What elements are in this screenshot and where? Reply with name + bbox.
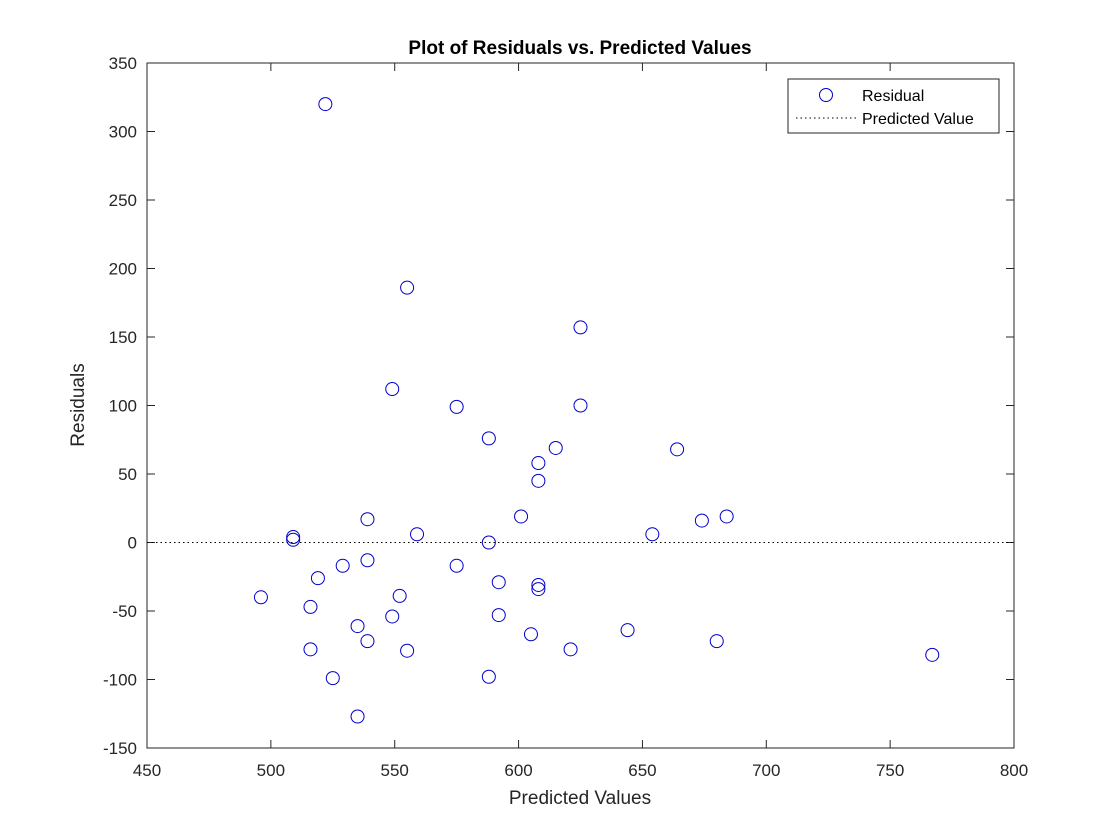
residual-point <box>360 512 375 527</box>
residual-point <box>491 575 506 590</box>
residual-point <box>253 590 268 605</box>
residual-point <box>709 634 724 649</box>
y-tick-label: 100 <box>109 397 137 416</box>
residual-point <box>350 619 365 634</box>
residual-point <box>531 577 546 592</box>
x-tick-label: 650 <box>628 761 656 780</box>
residual-point <box>523 627 538 642</box>
x-tick-label: 750 <box>876 761 904 780</box>
residual-point <box>360 634 375 649</box>
residual-point <box>360 553 375 568</box>
residual-point <box>573 398 588 413</box>
y-axis-ticks: -150 -100 -50 0 50 100 150 200 250 300 350 <box>103 54 1014 758</box>
residual-point <box>400 643 415 658</box>
residual-point <box>449 399 464 414</box>
residual-point <box>286 532 301 547</box>
residual-point <box>620 623 635 638</box>
residual-point <box>392 588 407 603</box>
residual-point <box>318 97 333 112</box>
residual-point <box>481 535 496 550</box>
x-axis-ticks: 450 500 550 600 650 700 750 800 <box>133 63 1028 780</box>
chart-title: Plot of Residuals vs. Predicted Values <box>408 38 751 59</box>
x-tick-label: 700 <box>752 761 780 780</box>
residual-point <box>303 599 318 614</box>
residual-point <box>385 382 400 397</box>
y-tick-label: -100 <box>103 671 137 690</box>
residual-point <box>694 513 709 528</box>
residual-point <box>531 456 546 471</box>
y-tick-label: 250 <box>109 191 137 210</box>
y-tick-label: 150 <box>109 328 137 347</box>
residual-point <box>410 527 425 542</box>
plot-area <box>146 62 1015 749</box>
y-tick-label: 200 <box>109 260 137 279</box>
y-tick-label: -150 <box>103 739 137 758</box>
x-tick-label: 550 <box>381 761 409 780</box>
legend: Residual Predicted Value <box>787 78 1000 134</box>
residual-point <box>481 669 496 684</box>
residual-point <box>645 527 660 542</box>
residual-point <box>400 280 415 295</box>
x-tick-label: 600 <box>504 761 532 780</box>
residual-point <box>925 647 940 662</box>
residual-point <box>573 320 588 335</box>
x-tick-label: 800 <box>1000 761 1028 780</box>
legend-residual-label: Residual <box>862 88 924 105</box>
y-tick-label: 50 <box>118 465 137 484</box>
residual-point <box>481 431 496 446</box>
legend-predicted-label: Predicted Value <box>862 111 974 128</box>
residual-point <box>531 473 546 488</box>
y-tick-label: 350 <box>109 54 137 73</box>
residual-point <box>385 609 400 624</box>
residual-point <box>563 642 578 657</box>
residual-point <box>325 671 340 686</box>
x-tick-label: 500 <box>257 761 285 780</box>
residual-point <box>350 709 365 724</box>
x-tick-label: 450 <box>133 761 161 780</box>
y-axis-label: Residuals <box>68 363 89 446</box>
residual-point <box>491 608 506 623</box>
residual-point <box>449 558 464 573</box>
residual-point <box>310 571 325 586</box>
residual-point <box>670 442 685 457</box>
residual-point <box>514 509 529 524</box>
y-tick-label: -50 <box>112 602 137 621</box>
scatter-points <box>253 97 940 724</box>
residual-point <box>335 558 350 573</box>
residual-point <box>531 582 546 597</box>
residual-point <box>303 642 318 657</box>
y-tick-label: 300 <box>109 123 137 142</box>
residual-point <box>548 440 563 455</box>
legend-residual-marker <box>819 88 833 102</box>
legend-box <box>787 78 1000 134</box>
x-axis-label: Predicted Values <box>509 788 651 809</box>
residual-point <box>286 530 301 545</box>
y-tick-label: 0 <box>128 534 137 553</box>
residual-point <box>719 509 734 524</box>
